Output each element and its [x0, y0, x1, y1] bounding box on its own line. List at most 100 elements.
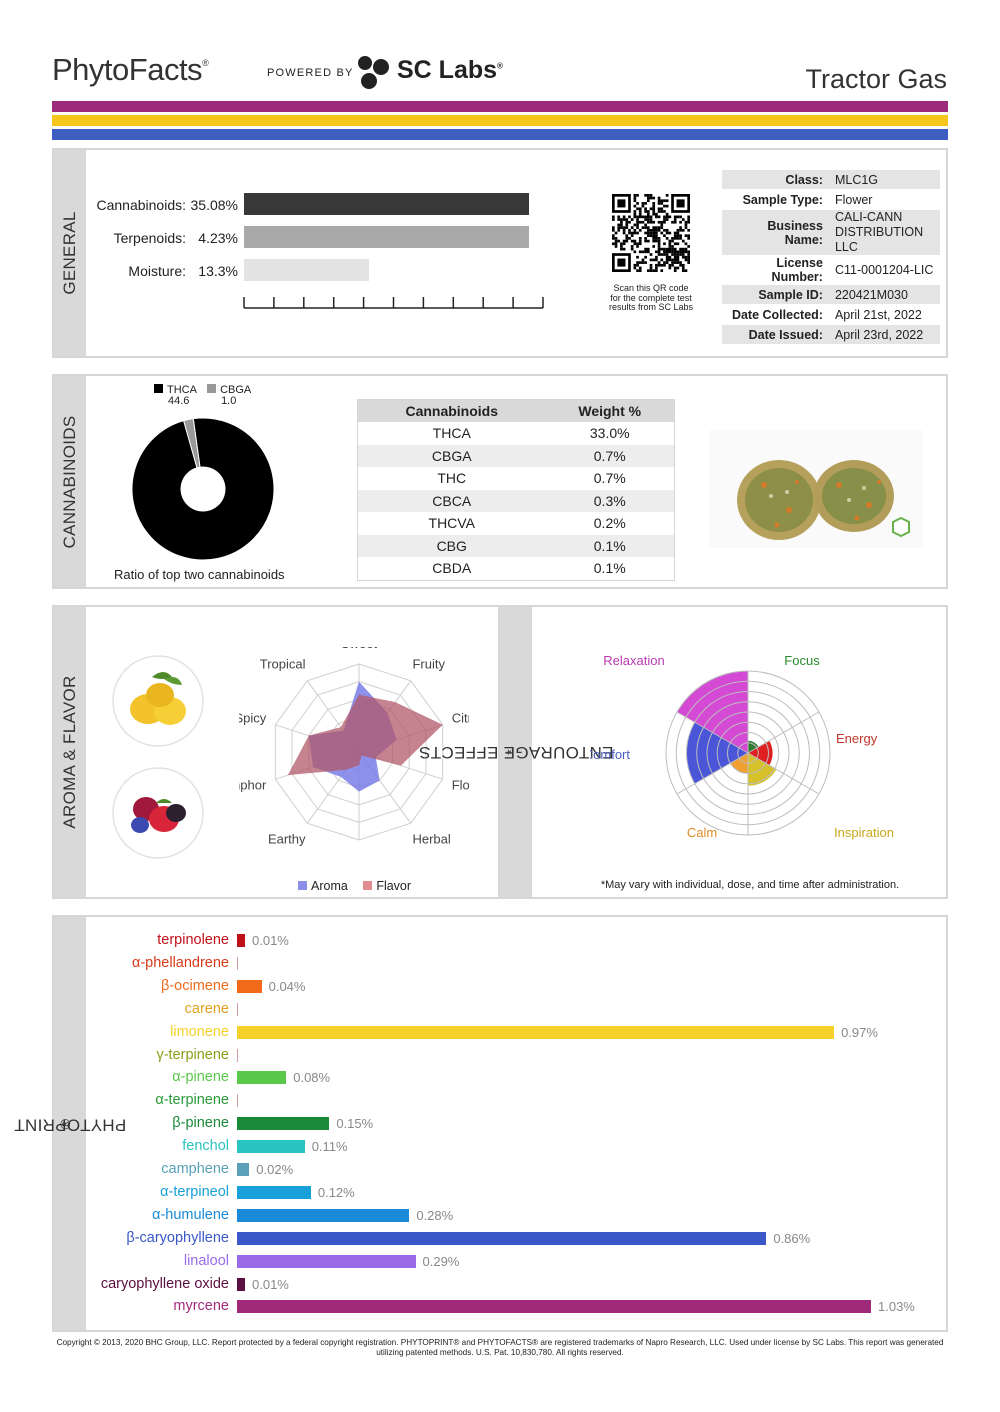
terpene-value: 0.11%: [311, 1139, 348, 1155]
legend-cbga-value: 1.0: [221, 395, 237, 407]
cannabinoid-name: CBG: [357, 534, 546, 557]
info-key: Sample Type:: [742, 192, 823, 207]
col-weight: Weight %: [545, 399, 675, 422]
legend-thca-swatch: [154, 384, 163, 393]
terpene-bar: [237, 1254, 416, 1268]
radar-axis-label: Citrusy: [452, 711, 469, 726]
radar-axis-label: Floral: [452, 777, 469, 792]
radar-axis-label: Tropical: [260, 657, 306, 672]
powered-by-label: POWERED BY: [267, 67, 354, 79]
cannabinoid-row: CBCA 0.3%: [357, 489, 675, 512]
cannabinoid-row: CBDA 0.1%: [358, 557, 675, 580]
info-key: Date Issued:: [722, 325, 829, 344]
effect-label-focus: Focus: [784, 653, 820, 668]
cannabinoid-name: THCVA: [428, 515, 475, 532]
info-key: Business Name:: [722, 210, 829, 255]
legend-cbga: CBGA 1.0: [207, 384, 257, 407]
cannabinoid-weight: 0.3%: [545, 489, 675, 512]
radar-axis-label: Camphor: [239, 777, 267, 792]
brand-logo: PhytoFacts®: [52, 52, 209, 88]
composition-bar: [244, 259, 369, 281]
radar-legend: Aroma Flavor: [298, 879, 411, 893]
terpene-value: 0.01%: [252, 1276, 289, 1292]
info-row: Business Name: CALI-CANN DISTRIBUTION LLC: [722, 210, 940, 255]
qr-caption: Scan this QR code for the complete test …: [608, 283, 694, 312]
info-value: 220421M030: [828, 285, 940, 304]
cannabinoid-weight: 0.1%: [545, 534, 675, 557]
phytoprint-panel: PHYTOPRINT ® terpinolene 0.01% α-phellandre…: [14, 915, 948, 1332]
info-row: Date Collected: April 21st, 2022: [722, 305, 940, 324]
terpene-name: linalool: [183, 1252, 229, 1269]
info-row: Date Issued: April 23rd, 2022: [722, 325, 940, 344]
cannabinoid-weight: 0.7%: [545, 444, 675, 467]
composition-label: Terpenoids:: [113, 230, 186, 246]
composition-value: 4.23%: [198, 230, 238, 246]
cannabinoid-weight: 0.1%: [593, 560, 626, 577]
terpene-bar: [237, 1231, 767, 1245]
copyright-footer: Copyright © 2013, 2020 BHC Group, LLC. R…: [56, 1338, 944, 1357]
terpene-name: α-humulene: [152, 1206, 229, 1223]
effect-segment-focus: [748, 740, 759, 753]
composition-bar: [244, 226, 529, 248]
effect-label-inspiration: Inspiration: [834, 825, 894, 840]
effect-label-relaxation: Relaxation: [603, 653, 664, 668]
brand-trademark: ®: [202, 58, 209, 68]
terpene-name: α-terpinene: [155, 1092, 229, 1109]
terpene-bar: [237, 1277, 245, 1291]
info-key: Class:: [722, 170, 829, 189]
flower-photo: [709, 430, 923, 548]
effect-label-comfort: Comfort: [590, 747, 630, 762]
phytoprint-tab: PHYTOPRINT ®: [14, 917, 126, 1330]
effect-segment-energy: [748, 740, 773, 766]
aroma-flavor-radar: SweetFruityCitrusyFloralHerbalPineyEarth…: [239, 647, 469, 846]
brand-name: PhytoFacts: [52, 52, 203, 87]
terpene-bar: [237, 1002, 238, 1016]
color-stripe-purple: [52, 101, 948, 112]
general-panel: GENERAL Cannabinoids: 35.08% Terpenoids: 4.…: [52, 148, 948, 358]
terpene-bar: [237, 956, 238, 970]
terpene-value: 0.01%: [252, 933, 289, 948]
terpene-name: α-phellandrene: [131, 954, 229, 971]
info-row: Class: MLC1G: [722, 170, 940, 189]
terpene-bar: [237, 1208, 410, 1222]
composition-label: Cannabinoids:: [96, 197, 186, 213]
info-row: License Number: C11-0001204-LIC: [722, 256, 940, 284]
legend-flavor-swatch: [363, 881, 373, 890]
cannabinoid-name: CBCA: [357, 489, 546, 512]
sample-info-table: Class: MLC1G Sample Type: Flower Business Na…: [722, 169, 940, 345]
terpene-name: limonene: [170, 1023, 229, 1040]
product-name: Tractor Gas: [805, 64, 947, 94]
qr-code-icon[interactable]: [612, 194, 690, 272]
col-cannabinoids: Cannabinoids: [357, 399, 546, 422]
terpene-bar: [237, 1094, 238, 1108]
effects-spoke: [676, 752, 749, 795]
cannabinoid-weight: 0.2%: [593, 515, 626, 532]
composition-value: 13.3%: [198, 263, 238, 279]
terpene-bar: [237, 1071, 287, 1085]
info-key: License Number:: [771, 256, 823, 284]
terpene-name: camphene: [161, 1161, 229, 1177]
terpene-bar: [237, 1048, 238, 1062]
terpene-bar: [237, 1163, 250, 1176]
aroma-flavor-panel: AROMA & FLAVOR Sweet Fruity Citrusy Floral H…: [52, 605, 501, 899]
entourage-effects-tab: ENTOURAGE EFFECTS *: [419, 607, 613, 897]
general-tab: GENERAL: [54, 150, 86, 356]
info-value: Flower: [834, 192, 873, 207]
legend-aroma-label: Aroma: [311, 879, 348, 893]
effects-footnote: *May vary with individual, dose, and tim…: [600, 879, 900, 891]
terpene-bar: [237, 1025, 835, 1039]
info-key: Date Collected:: [731, 307, 823, 322]
terpene-name: fenchol: [182, 1138, 229, 1155]
lab-logo-text: SC Labs®: [397, 56, 503, 85]
terpene-value: 0.04%: [268, 978, 306, 994]
info-key: Sample ID:: [722, 285, 829, 304]
sc-labs-logo-icon: [358, 56, 389, 89]
radar-axis-label: Spicy: [239, 711, 267, 726]
composition-value: 35.08%: [190, 197, 238, 213]
cannabinoid-table: Cannabinoids Weight % THCA 33.0% CBGA 0.7% T…: [357, 399, 675, 581]
terpene-value: 0.02%: [256, 1162, 294, 1177]
effect-segment-inspiration: [748, 753, 777, 786]
radar-axis-label: Sweet: [341, 647, 378, 651]
cannabinoid-name: THCA: [432, 425, 471, 442]
effect-segment-relaxation: [676, 671, 748, 753]
